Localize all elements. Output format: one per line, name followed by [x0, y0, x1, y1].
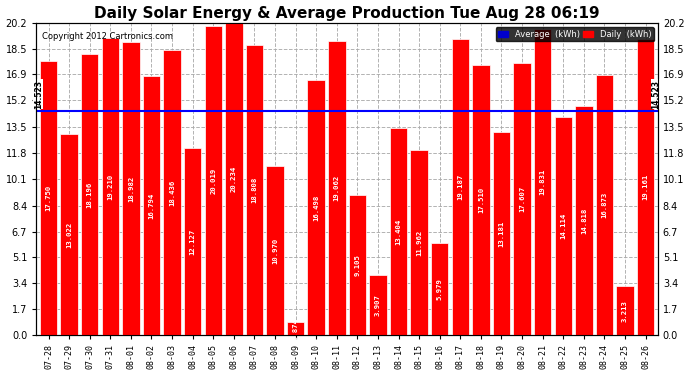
Bar: [348, 195, 366, 335]
Text: 11.962: 11.962: [416, 230, 422, 256]
Text: 13.181: 13.181: [498, 220, 504, 247]
Text: 19.831: 19.831: [540, 169, 546, 195]
Bar: [101, 38, 119, 335]
Text: 13.404: 13.404: [395, 219, 402, 245]
Bar: [61, 134, 78, 335]
Bar: [143, 76, 160, 335]
Bar: [431, 243, 448, 335]
Bar: [390, 128, 407, 335]
Text: 16.873: 16.873: [602, 192, 607, 218]
Bar: [287, 322, 304, 335]
Bar: [513, 63, 531, 335]
Bar: [184, 148, 201, 335]
Text: 17.750: 17.750: [46, 185, 52, 211]
Bar: [555, 117, 572, 335]
Bar: [328, 41, 346, 335]
Legend: Average  (kWh), Daily  (kWh): Average (kWh), Daily (kWh): [495, 27, 654, 41]
Text: 16.498: 16.498: [313, 195, 319, 221]
Text: 18.436: 18.436: [169, 180, 175, 206]
Text: 12.127: 12.127: [190, 228, 196, 255]
Text: 9.105: 9.105: [355, 254, 360, 276]
Bar: [575, 106, 593, 335]
Bar: [122, 42, 139, 335]
Text: 20.234: 20.234: [231, 166, 237, 192]
Bar: [164, 50, 181, 335]
Title: Daily Solar Energy & Average Production Tue Aug 28 06:19: Daily Solar Energy & Average Production …: [95, 6, 600, 21]
Text: 16.794: 16.794: [148, 192, 155, 219]
Text: 18.808: 18.808: [251, 177, 257, 203]
Bar: [81, 54, 99, 335]
Text: 17.510: 17.510: [478, 187, 484, 213]
Text: 19.062: 19.062: [334, 175, 339, 201]
Bar: [204, 26, 222, 335]
Text: 14.523: 14.523: [651, 80, 660, 108]
Bar: [246, 45, 263, 335]
Bar: [616, 286, 634, 335]
Bar: [637, 39, 654, 335]
Text: 5.979: 5.979: [437, 278, 443, 300]
Text: 19.187: 19.187: [457, 174, 463, 200]
Bar: [266, 166, 284, 335]
Text: 0.874: 0.874: [293, 318, 299, 340]
Bar: [472, 65, 490, 335]
Bar: [369, 275, 386, 335]
Text: Copyright 2012 Cartronics.com: Copyright 2012 Cartronics.com: [42, 33, 173, 42]
Bar: [493, 132, 510, 335]
Text: 19.161: 19.161: [642, 174, 649, 200]
Text: 19.210: 19.210: [108, 174, 113, 200]
Text: 13.022: 13.022: [66, 222, 72, 248]
Text: 14.523: 14.523: [34, 80, 43, 108]
Text: 3.213: 3.213: [622, 300, 628, 321]
Bar: [308, 80, 325, 335]
Text: 18.196: 18.196: [87, 182, 92, 208]
Bar: [534, 29, 551, 335]
Text: 10.970: 10.970: [272, 237, 278, 264]
Text: 20.019: 20.019: [210, 168, 216, 194]
Bar: [451, 39, 469, 335]
Bar: [595, 75, 613, 335]
Bar: [40, 61, 57, 335]
Text: 17.607: 17.607: [519, 186, 525, 212]
Text: 14.818: 14.818: [581, 208, 586, 234]
Bar: [411, 150, 428, 335]
Text: 3.907: 3.907: [375, 294, 381, 316]
Text: 18.982: 18.982: [128, 176, 134, 202]
Text: 14.114: 14.114: [560, 213, 566, 239]
Bar: [225, 22, 243, 335]
